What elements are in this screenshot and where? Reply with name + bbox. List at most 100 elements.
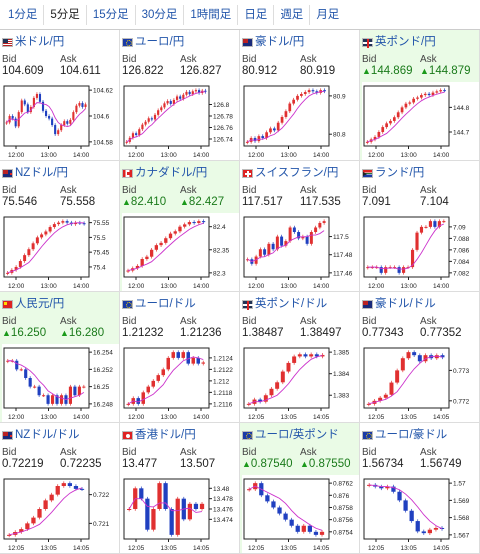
pair-card[interactable]: ユーロ/英ポンドBidAsk0.875400.875500.87620.8760… [240, 423, 360, 554]
ask-value: 13.507 [180, 458, 216, 470]
pair-name[interactable]: 人民元/円 [15, 298, 65, 310]
pair-card[interactable]: 人民元/円BidAsk16.25016.28016.25416.25216.25… [0, 292, 120, 423]
pair-card[interactable]: ランド/円 Bid Ask 7.091 7.104 7.09 7.088 7.086 7.084… [360, 161, 480, 292]
pair-card[interactable]: ユーロ/ドル Bid Ask 1.21232 1.21236 1.2124 1.2122 1.… [120, 292, 240, 423]
candle [323, 90, 326, 92]
candle [141, 124, 144, 130]
mini-chart[interactable]: 0.722 0.721 12:05 13:05 14:05 [2, 475, 119, 553]
mini-chart[interactable]: 7.09 7.088 7.086 7.084 7.082 12:00 13:00 14:00 [362, 213, 479, 291]
y-tick-label: 13.474 [213, 517, 233, 524]
y-tick-label: 0.722 [93, 492, 110, 499]
pair-card[interactable]: NZドル/ドル Bid Ask 0.72219 0.72235 0.722 0.721 12:… [0, 423, 120, 554]
bid-value: 117.517 [242, 196, 283, 208]
au-flag-icon [242, 37, 253, 47]
pair-card[interactable]: NZドル/円 Bid Ask 75.546 75.558 75.55 75.5 75.45 75… [0, 161, 120, 292]
tab-0[interactable]: 1分足 [2, 4, 45, 25]
y-tick-label: 82.4 [213, 224, 226, 231]
mini-chart[interactable]: 75.55 75.5 75.45 75.4 12:00 13:00 14:00 [2, 213, 119, 291]
tab-6[interactable]: 週足 [274, 4, 311, 25]
candle [269, 128, 272, 133]
tab-1[interactable]: 5分足 [44, 4, 87, 25]
y-tick-label: 13.476 [213, 507, 233, 514]
pair-header: 豪ドル/ドル [362, 296, 436, 312]
candle [247, 489, 252, 491]
candle [166, 357, 170, 370]
pair-name[interactable]: ユーロ/豪ドル [375, 429, 448, 441]
candle [63, 121, 66, 126]
pair-name[interactable]: 香港ドル/円 [135, 429, 196, 441]
candle [20, 100, 23, 113]
bid-value: 144.869 [362, 65, 413, 77]
y-tick-label: 1.2124 [213, 355, 233, 362]
mini-chart[interactable]: 1.385 1.384 1.383 12:05 13:05 14:05 [242, 344, 359, 422]
candle [265, 132, 268, 139]
bid-label: Bid [2, 447, 17, 458]
tab-5[interactable]: 日足 [238, 4, 275, 25]
candle [57, 130, 60, 135]
mini-chart[interactable]: 13.48 13.478 13.476 13.474 12:05 13:05 14:05 [122, 475, 239, 553]
candle [35, 237, 39, 244]
bid-value: 13.477 [122, 458, 158, 470]
pair-name[interactable]: NZドル/円 [15, 167, 69, 179]
tab-7[interactable]: 月足 [316, 8, 340, 21]
candle [146, 386, 150, 393]
mini-chart[interactable]: 126.8 126.78 126.76 126.74 12:00 13:00 14:00 [122, 82, 239, 160]
candle [61, 483, 66, 487]
candle [54, 125, 57, 135]
chart-svg: 13.48 13.478 13.476 13.474 12:05 13:05 14:05 [123, 478, 233, 552]
pair-name[interactable]: ユーロ/英ポンド [255, 429, 339, 441]
pair-name[interactable]: 米ドル/円 [15, 36, 65, 48]
mini-chart[interactable]: 144.8 144.7 12:00 13:00 14:00 [362, 82, 479, 160]
pair-header: ユーロ/豪ドル [362, 427, 447, 443]
pair-card[interactable]: ユーロ/豪ドル Bid Ask 1.56734 1.56749 1.57 1.569 1.56… [360, 423, 480, 554]
candle [397, 491, 402, 501]
x-tick-label: 13:05 [41, 545, 58, 552]
candle [419, 226, 424, 233]
candle [412, 98, 415, 103]
bid-label: Bid [362, 185, 377, 196]
x-tick-label: 12:05 [8, 545, 25, 552]
mini-chart[interactable]: 0.8762 0.876 0.8758 0.8756 0.8754 12:05 13:05 1… [242, 475, 359, 553]
bid-value: 1.21232 [122, 327, 164, 339]
mini-chart[interactable]: 104.62 104.6 104.58 12:00 13:00 14:00 [2, 82, 119, 160]
mini-chart[interactable]: 1.57 1.569 1.568 1.567 12:05 13:05 14:05 [362, 475, 479, 553]
pair-card[interactable]: 英ポンド/円 Bid Ask 144.869 144.879 144.8 144.7 12:0… [360, 30, 480, 161]
pair-name[interactable]: 豪ドル/円 [255, 36, 305, 48]
pair-name[interactable]: ランド/円 [375, 167, 425, 179]
pair-name[interactable]: カナダドル/円 [135, 167, 208, 179]
pair-name[interactable]: ユーロ/円 [135, 36, 185, 48]
pair-name[interactable]: 豪ドル/ドル [375, 298, 436, 310]
chart-svg: 82.4 82.35 82.3 12:00 13:00 14:00 [123, 216, 230, 290]
y-tick-label: 126.74 [213, 136, 233, 143]
candle [440, 355, 445, 358]
pair-name[interactable]: 英ポンド/ドル [255, 298, 328, 310]
x-tick-label: 13:00 [41, 414, 58, 421]
tab-2[interactable]: 15分足 [87, 4, 136, 25]
pair-card[interactable]: 豪ドル/円 Bid Ask 80.912 80.919 80.9 80.8 12:00 13:0… [240, 30, 360, 161]
pair-card[interactable]: 香港ドル/円 Bid Ask 13.477 13.507 13.48 13.478 13.47… [120, 423, 240, 554]
pair-name[interactable]: スイスフラン/円 [255, 167, 339, 179]
mini-chart[interactable]: 82.4 82.35 82.3 12:00 13:00 14:00 [122, 213, 239, 291]
pair-card[interactable]: ユーロ/円 Bid Ask 126.822 126.827 126.8 126.78 126.… [120, 30, 240, 161]
pair-card[interactable]: スイスフラン/円 Bid Ask 117.517 117.535 117.5 117.48 1… [240, 161, 360, 292]
pair-name[interactable]: NZドル/ドル [15, 429, 80, 441]
pair-name[interactable]: 英ポンド/円 [375, 36, 436, 48]
mini-chart[interactable]: 0.773 0.772 12:05 13:05 14:05 [362, 344, 479, 422]
mini-chart[interactable]: 16.254 16.252 16.25 16.248 12:00 13:00 14:00 [2, 344, 119, 422]
pair-card[interactable]: 豪ドル/ドル Bid Ask 0.77343 0.77352 0.773 0.772 12:0… [360, 292, 480, 423]
mini-chart[interactable]: 1.2124 1.2122 1.212 1.2118 1.2116 12:00 13:00 1… [122, 344, 239, 422]
tab-3[interactable]: 30分足 [136, 4, 185, 25]
y-tick-label: 7.082 [453, 270, 470, 277]
mini-chart[interactable]: 117.5 117.48 117.46 12:00 13:00 14:00 [242, 213, 359, 291]
pair-card[interactable]: 英ポンド/ドル Bid Ask 1.38487 1.38497 1.385 1.384 1.3… [240, 292, 360, 423]
mini-chart[interactable]: 80.9 80.8 12:00 13:00 14:00 [242, 82, 359, 160]
x-tick-label: 14:00 [313, 283, 330, 290]
pair-card[interactable]: カナダドル/円 Bid Ask 82.410 82.427 82.4 82.35 82.3 12… [120, 161, 240, 292]
candle [416, 97, 419, 99]
candle [272, 128, 276, 131]
candle [135, 265, 140, 269]
tab-4[interactable]: 1時間足 [184, 4, 239, 25]
pair-name[interactable]: ユーロ/ドル [135, 298, 196, 310]
pair-card[interactable]: 米ドル/円 Bid Ask 104.609 104.611 104.62 104.6 104.… [0, 30, 120, 161]
candle [160, 107, 163, 111]
